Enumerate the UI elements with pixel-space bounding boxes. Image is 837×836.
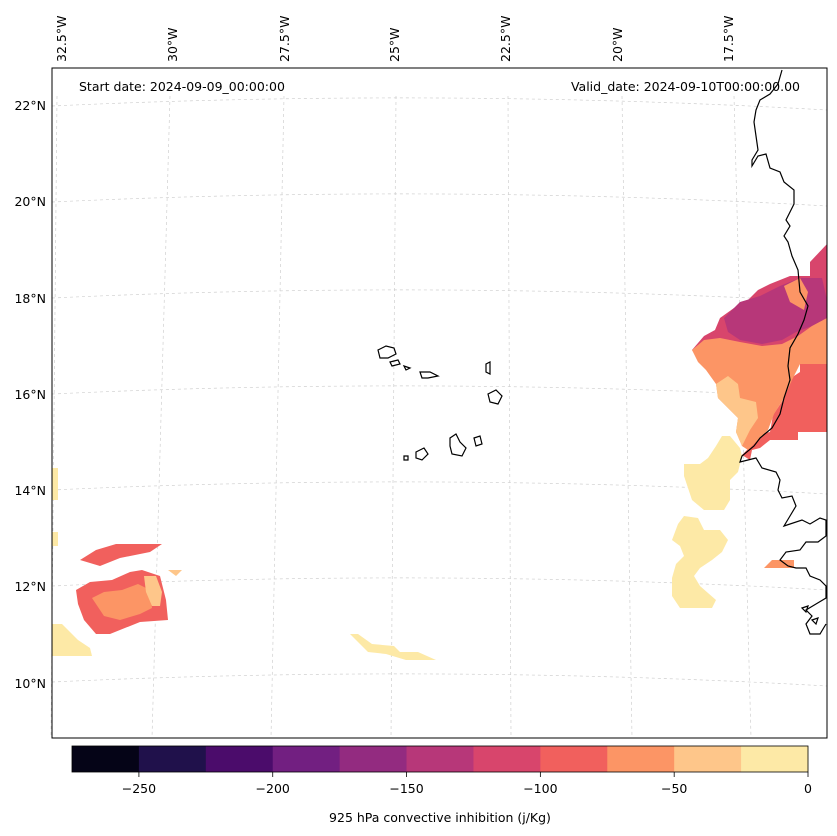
- colorbar-cell-0: [72, 746, 140, 772]
- meridian-25w: [390, 95, 397, 739]
- island-santiago: [449, 433, 467, 457]
- parallel-16n: [51, 385, 828, 399]
- bissagos-islet-1: [800, 605, 809, 614]
- contour-coast-orange-patch: [784, 278, 808, 310]
- longitude-label-20-w: 20°W: [610, 27, 625, 62]
- parallel-14n: [51, 481, 828, 495]
- latitude-label-22-n: 22°N: [14, 98, 46, 113]
- colorbar-frame: [71, 745, 809, 773]
- island-maio: [473, 435, 483, 447]
- contour-west-speck: [168, 570, 182, 576]
- contour-west-red-top: [80, 544, 162, 566]
- colorbar-cell-8: [607, 746, 675, 772]
- map-background: [52, 68, 827, 738]
- island-boa-vista: [487, 389, 503, 405]
- contour-coast-yellow-south: [672, 516, 728, 608]
- latitude-label-18-n: 18°N: [14, 291, 46, 306]
- colorbar-cell-1: [138, 746, 207, 772]
- start-date-label: Start date: 2024-09-09_00:00:00: [79, 79, 285, 94]
- longitude-label-25-w: 25°W: [387, 27, 402, 62]
- colorbar-tick-label-0: 0: [804, 781, 812, 796]
- longitude-labels: 32.5°W 30°W 27.5°W 25°W 22.5°W 20°W 17.5°W: [54, 16, 736, 62]
- map-frame: [51, 67, 828, 739]
- colorbar-tick-label-100: −100: [523, 781, 557, 796]
- parallel-22n: [51, 97, 828, 111]
- longitude-label-27-5-w: 27.5°W: [277, 16, 292, 62]
- latitude-labels: 22°N 20°N 18°N 16°N 14°N 12°N 10°N: [14, 98, 46, 691]
- island-santa-luzia: [402, 364, 412, 371]
- africa-coastline: [739, 69, 827, 635]
- meridian-30w: [151, 95, 171, 739]
- island-sao-vicente: [389, 359, 401, 367]
- island-santo-antao: [377, 345, 397, 359]
- colorbar-ticks: −250 −200 −150 −100 −50 0: [122, 772, 812, 796]
- contour-coast-yellow-north: [684, 436, 742, 510]
- parallel-18n: [51, 289, 828, 303]
- colorbar-tick-label-50: −50: [661, 781, 687, 796]
- parallel-10n: [51, 673, 828, 687]
- bissagos-islet-2: [810, 617, 819, 626]
- colorbar-cell-3: [272, 746, 341, 772]
- colorbar-tick-label-200: −200: [256, 781, 290, 796]
- colorbar-cell-6: [473, 746, 541, 772]
- island-fogo: [415, 447, 429, 461]
- meridian-27-5w: [270, 95, 285, 739]
- island-sal: [485, 361, 491, 375]
- colorbar-cell-10: [741, 746, 809, 772]
- contour-gambia-orange: [764, 560, 794, 568]
- colorbar-cell-2: [205, 746, 274, 772]
- latitude-label-14-n: 14°N: [14, 483, 46, 498]
- colorbar-cell-5: [406, 746, 474, 772]
- colorbar-cell-7: [540, 746, 608, 772]
- meridian-20w: [621, 95, 633, 739]
- parallel-20n: [51, 193, 828, 207]
- valid-date-label: Valid_date: 2024-09-10T00:00:00.00: [571, 79, 800, 94]
- longitude-label-22-5-w: 22.5°W: [498, 16, 513, 62]
- meridian-17-5w: [733, 95, 752, 739]
- colorbar: −250 −200 −150 −100 −50 0 925 hPa convective …: [71, 745, 812, 825]
- colorbar-title: 925 hPa convective inhibition (j/Kg): [329, 810, 551, 825]
- colorbar-tick-label-250: −250: [122, 781, 156, 796]
- colorbar-tick-label-150: −150: [389, 781, 423, 796]
- colorbar-cell-9: [674, 746, 742, 772]
- longitude-label-32-5-w: 32.5°W: [54, 16, 69, 62]
- latitude-label-12-n: 12°N: [14, 579, 46, 594]
- contour-edge-yellow-mid: [52, 532, 58, 546]
- longitude-label-17-5-w: 17.5°W: [721, 16, 736, 62]
- island-sao-nicolau: [419, 371, 440, 379]
- island-brava: [403, 455, 409, 461]
- meridian-22-5w: [507, 95, 512, 739]
- contour-coast-orange: [692, 318, 827, 450]
- latitude-label-10-n: 10°N: [14, 676, 46, 691]
- colorbar-cells: [72, 746, 809, 772]
- contour-coast-light-orange: [716, 376, 758, 446]
- coastlines: [377, 69, 827, 635]
- latitude-label-16-n: 16°N: [14, 387, 46, 402]
- latitude-label-20-n: 20°N: [14, 194, 46, 209]
- contour-west-orange: [92, 584, 152, 620]
- longitude-label-30-w: 30°W: [165, 27, 180, 62]
- colorbar-cell-4: [339, 746, 408, 772]
- contour-south-yellow: [350, 634, 436, 660]
- contour-west-light-orange: [144, 576, 162, 606]
- contour-coast-edge-pink: [810, 244, 827, 276]
- contour-west-yellow: [52, 624, 92, 656]
- contour-edge-yellow-north: [52, 468, 58, 500]
- parallel-12n: [51, 577, 828, 591]
